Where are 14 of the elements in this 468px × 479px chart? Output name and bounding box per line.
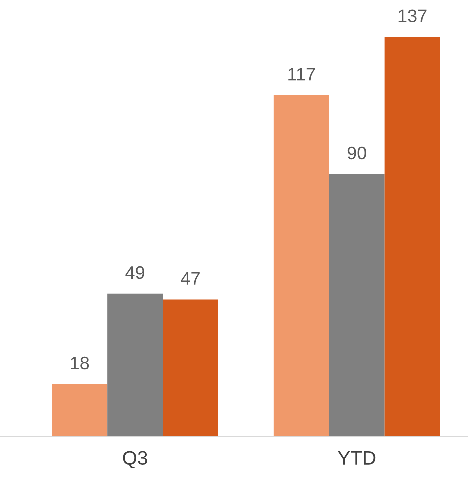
data-label: 90 (348, 146, 366, 160)
x-tick-label: YTD (338, 451, 376, 465)
data-label: 137 (398, 10, 427, 22)
bar (163, 300, 218, 437)
data-label: 47 (181, 272, 200, 285)
bar (274, 96, 330, 437)
bar (329, 174, 385, 437)
data-label: 49 (126, 266, 144, 280)
bar (52, 384, 108, 437)
bar (108, 294, 164, 437)
x-tick-label: Q3 (123, 451, 148, 468)
data-label: 117 (288, 68, 316, 81)
data-label: 18 (71, 356, 90, 370)
bar (384, 37, 440, 437)
